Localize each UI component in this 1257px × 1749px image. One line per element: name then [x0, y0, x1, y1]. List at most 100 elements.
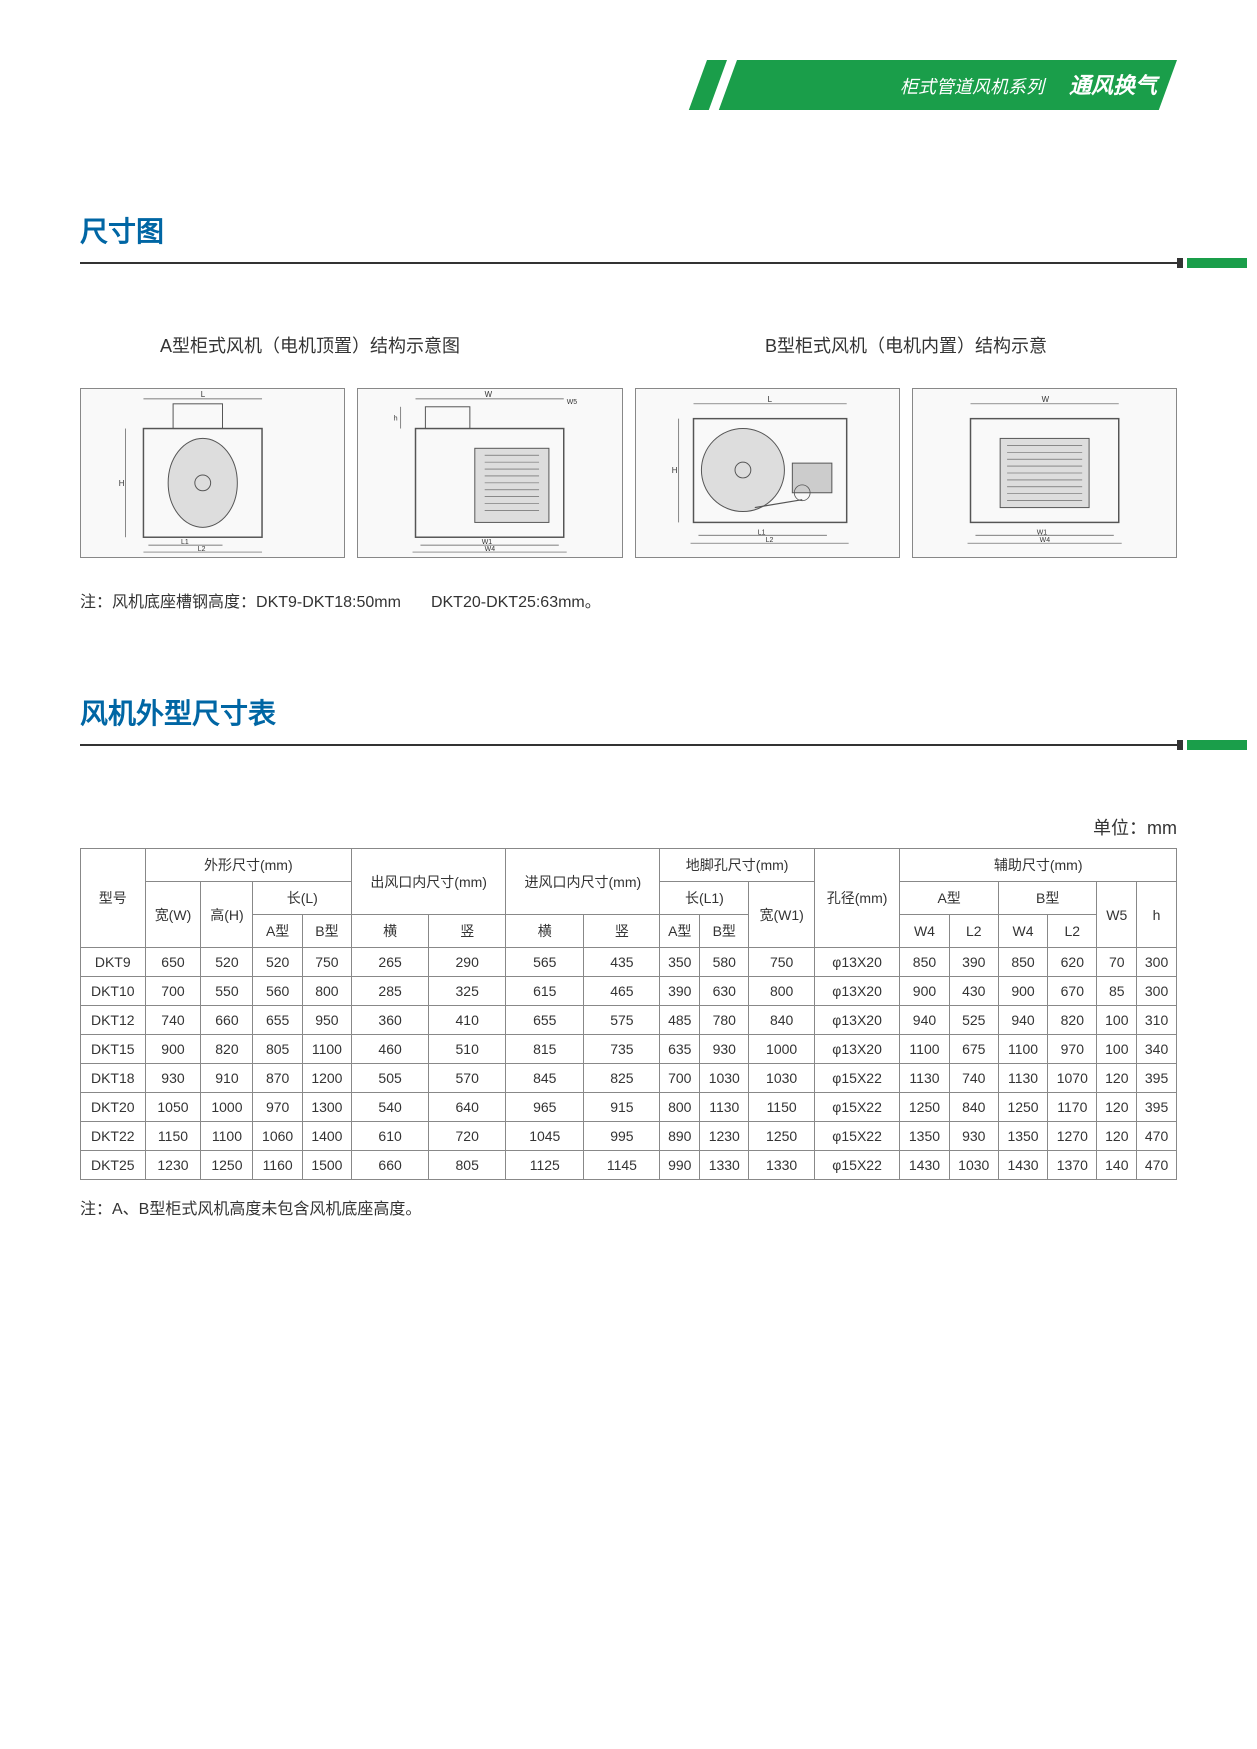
table-cell: 120 [1097, 1064, 1137, 1093]
dim-label-L2-b: L2 [765, 537, 773, 544]
table-cell: 740 [145, 1006, 201, 1035]
table-cell: 470 [1137, 1122, 1177, 1151]
table-cell: 635 [660, 1035, 700, 1064]
table-cell: 850 [998, 948, 1047, 977]
table-cell: 1070 [1048, 1064, 1097, 1093]
th-a-w4: W4 [900, 915, 949, 948]
th-b-l2: L2 [1048, 915, 1097, 948]
table-cell: 1370 [1048, 1151, 1097, 1180]
table-cell: 1330 [700, 1151, 749, 1180]
table-row: DKT12740660655950360410655575485780840φ1… [81, 1006, 1177, 1035]
table-cell: 640 [429, 1093, 506, 1122]
th-l-b: B型 [302, 915, 351, 948]
dim-label-L1: L1 [181, 539, 189, 546]
table-cell: 140 [1097, 1151, 1137, 1180]
table-cell: 1330 [749, 1151, 814, 1180]
table-cell: 325 [429, 977, 506, 1006]
table-cell: 800 [660, 1093, 700, 1122]
table-cell: 520 [201, 948, 253, 977]
table-cell: 840 [949, 1093, 998, 1122]
unit-label: 单位：mm [80, 814, 1177, 840]
table-row: DKT1893091087012005055708458257001030103… [81, 1064, 1177, 1093]
banner-subtitle: 柜式管道风机系列 [900, 77, 1044, 97]
table-cell: 1125 [506, 1151, 584, 1180]
divider-accent-icon-2 [1187, 740, 1247, 750]
table-cell: 395 [1137, 1093, 1177, 1122]
table-cell: φ15X22 [814, 1122, 899, 1151]
table-cell: 1160 [253, 1151, 302, 1180]
table-cell: 1430 [998, 1151, 1047, 1180]
table-cell: 950 [302, 1006, 351, 1035]
table-cell: 1250 [998, 1093, 1047, 1122]
table-cell: 1300 [302, 1093, 351, 1122]
table-cell: φ15X22 [814, 1064, 899, 1093]
table-cell: 915 [584, 1093, 660, 1122]
table-cell: DKT18 [81, 1064, 146, 1093]
table-cell: 1350 [900, 1122, 949, 1151]
th-inlet: 进风口内尺寸(mm) [506, 849, 660, 915]
table-cell: DKT10 [81, 977, 146, 1006]
table-cell: 800 [302, 977, 351, 1006]
table-cell: 1430 [900, 1151, 949, 1180]
table-cell: 1100 [998, 1035, 1047, 1064]
table-row: DKT10700550560800285325615465390630800φ1… [81, 977, 1177, 1006]
table-cell: 285 [352, 977, 429, 1006]
dim-label-W: W [485, 390, 493, 399]
diagram-b-front: W W1 W4 [912, 388, 1177, 558]
diagrams-row: L H L1 L2 [80, 388, 1177, 558]
table-cell: 630 [700, 977, 749, 1006]
table-row: DKT2010501000970130054064096591580011301… [81, 1093, 1177, 1122]
table-cell: 940 [998, 1006, 1047, 1035]
table-cell: 970 [1048, 1035, 1097, 1064]
table-cell: 1250 [749, 1122, 814, 1151]
table-cell: 1500 [302, 1151, 351, 1180]
th-height-h: 高(H) [201, 882, 253, 948]
table-cell: 965 [506, 1093, 584, 1122]
table-cell: 930 [145, 1064, 201, 1093]
note-prefix: 注：风机底座槽钢高度： [80, 594, 256, 611]
th-l-a: A型 [253, 915, 302, 948]
table-cell: 1100 [201, 1122, 253, 1151]
table-cell: 100 [1097, 1035, 1137, 1064]
table-row: DKT9650520520750265290565435350580750φ13… [81, 948, 1177, 977]
table-cell: 430 [949, 977, 998, 1006]
table-cell: 1100 [302, 1035, 351, 1064]
table-cell: 660 [352, 1151, 429, 1180]
table-cell: 565 [506, 948, 584, 977]
dim-label-L2: L2 [198, 546, 206, 553]
th-hole: 孔径(mm) [814, 849, 899, 948]
section-title-1: 尺寸图 [80, 210, 1177, 250]
table-cell: 360 [352, 1006, 429, 1035]
table-cell: φ13X20 [814, 977, 899, 1006]
dim-label-L1-b: L1 [757, 529, 765, 536]
table-cell: 525 [949, 1006, 998, 1035]
table-cell: 840 [749, 1006, 814, 1035]
table-cell: 1000 [749, 1035, 814, 1064]
table-cell: 1030 [949, 1151, 998, 1180]
table-cell: 1400 [302, 1122, 351, 1151]
table-cell: 780 [700, 1006, 749, 1035]
section-dimensions-diagram: 尺寸图 A型柜式风机（电机顶置）结构示意图 B型柜式风机（电机内置）结构示意 L… [80, 210, 1177, 612]
table-cell: 310 [1137, 1006, 1177, 1035]
section-divider-1 [80, 262, 1177, 272]
table-cell: 1130 [900, 1064, 949, 1093]
divider-accent-icon [1187, 258, 1247, 268]
note-part2: DKT20-DKT25:63mm。 [431, 594, 601, 611]
dim-label-h: h [394, 416, 398, 423]
th-in-h: 横 [506, 915, 584, 948]
table-cell: 85 [1097, 977, 1137, 1006]
diagram-title-b: B型柜式风机（电机内置）结构示意 [765, 332, 1047, 358]
table-cell: 1000 [201, 1093, 253, 1122]
table-cell: 670 [1048, 977, 1097, 1006]
dim-label-L-b: L [767, 395, 772, 404]
th-out-h: 横 [352, 915, 429, 948]
dim-label-L: L [201, 390, 206, 399]
table-cell: 120 [1097, 1093, 1137, 1122]
table-cell: 120 [1097, 1122, 1137, 1151]
table-cell: 1130 [998, 1064, 1047, 1093]
note-base-height: 注：风机底座槽钢高度：DKT9-DKT18:50mmDKT20-DKT25:63… [80, 588, 1177, 612]
table-cell: 485 [660, 1006, 700, 1035]
table-cell: 540 [352, 1093, 429, 1122]
table-cell: 1200 [302, 1064, 351, 1093]
table-cell: DKT15 [81, 1035, 146, 1064]
